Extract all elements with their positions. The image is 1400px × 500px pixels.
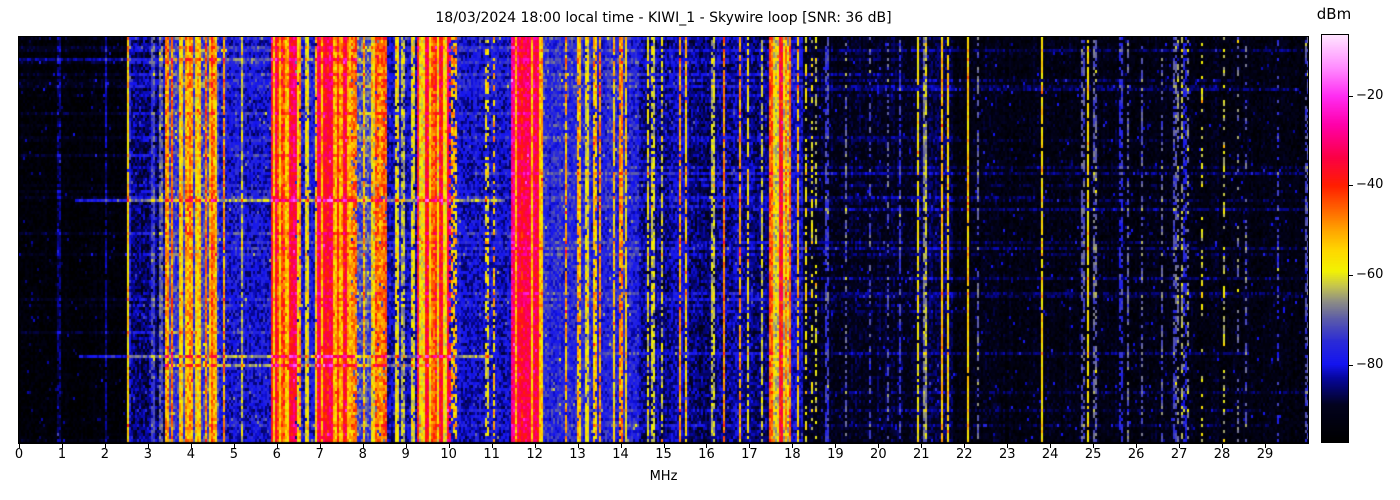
x-tick-label: 25 <box>1084 447 1102 462</box>
x-tick-mark <box>362 444 364 448</box>
x-tick-label: 28 <box>1213 447 1231 462</box>
plot-title: 18/03/2024 18:00 local time - KIWI_1 - S… <box>435 10 892 26</box>
x-tick-mark <box>1222 444 1224 448</box>
x-tick-label: 15 <box>655 447 672 462</box>
x-tick-mark <box>276 444 278 448</box>
x-tick-label: 6 <box>272 447 281 462</box>
x-tick-label: 22 <box>955 447 973 462</box>
x-tick-mark <box>491 444 493 448</box>
x-tick-label: 4 <box>186 447 195 462</box>
waterfall-heatmap <box>18 36 1309 444</box>
x-tick-label: 20 <box>870 447 887 462</box>
colorbar-gradient <box>1321 34 1349 443</box>
x-tick-label: 18 <box>784 447 801 462</box>
x-tick-label: 7 <box>315 447 324 462</box>
colorbar-tick-label: −20 <box>1356 87 1384 103</box>
x-tick-mark <box>319 444 321 448</box>
x-tick-label: 11 <box>483 447 500 462</box>
colorbar-tick-label: −80 <box>1356 356 1384 372</box>
x-tick-mark <box>835 444 837 448</box>
x-tick-mark <box>147 444 149 448</box>
x-tick-label: 9 <box>401 447 410 462</box>
x-tick-mark <box>663 444 665 448</box>
colorbar-tick-label: −40 <box>1356 177 1384 193</box>
x-tick-mark <box>792 444 794 448</box>
colorbar-tick-label: −60 <box>1356 267 1384 283</box>
x-tick-mark <box>61 444 63 448</box>
x-tick-label: 16 <box>698 447 715 462</box>
x-tick-label: 2 <box>100 447 110 462</box>
colorbar-unit-label: dBm <box>1316 5 1352 23</box>
colorbar-tick-mark <box>1349 275 1353 277</box>
x-tick-mark <box>1265 444 1267 448</box>
x-tick-label: 29 <box>1256 447 1274 462</box>
x-tick-mark <box>749 444 751 448</box>
x-tick-mark <box>964 444 966 448</box>
x-tick-mark <box>233 444 235 448</box>
colorbar-tick-mark <box>1349 185 1353 187</box>
x-tick-label: 17 <box>741 447 758 462</box>
x-tick-mark <box>1136 444 1138 448</box>
x-tick-label: 0 <box>14 447 24 462</box>
x-tick-mark <box>190 444 192 448</box>
x-tick-mark <box>1007 444 1009 448</box>
x-tick-mark <box>19 444 20 448</box>
x-tick-label: 19 <box>827 447 844 462</box>
x-tick-mark <box>1050 444 1052 448</box>
x-tick-label: 8 <box>358 447 367 462</box>
x-tick-label: 12 <box>526 447 543 462</box>
x-tick-mark <box>534 444 536 448</box>
x-tick-label: 24 <box>1041 447 1059 462</box>
x-tick-label: 21 <box>913 447 930 462</box>
x-tick-mark <box>448 444 450 448</box>
x-tick-label: 23 <box>998 447 1016 462</box>
x-tick-label: 1 <box>57 447 67 462</box>
x-tick-label: 13 <box>569 447 586 462</box>
x-tick-mark <box>921 444 923 448</box>
x-tick-mark <box>577 444 579 448</box>
x-tick-mark <box>706 444 708 448</box>
x-tick-label: 10 <box>440 447 457 462</box>
x-tick-mark <box>104 444 106 448</box>
x-tick-label: 5 <box>229 447 238 462</box>
x-axis-label: MHz <box>649 469 678 484</box>
x-tick-label: 3 <box>143 447 153 462</box>
colorbar-tick-mark <box>1349 364 1353 366</box>
x-tick-label: 27 <box>1170 447 1188 462</box>
x-tick-mark <box>1093 444 1095 448</box>
x-tick-mark <box>405 444 407 448</box>
colorbar-tick-mark <box>1349 95 1353 97</box>
x-tick-mark <box>878 444 880 448</box>
x-tick-mark <box>1179 444 1181 448</box>
x-tick-label: 26 <box>1127 447 1145 462</box>
x-tick-mark <box>620 444 622 448</box>
x-tick-label: 14 <box>612 447 629 462</box>
